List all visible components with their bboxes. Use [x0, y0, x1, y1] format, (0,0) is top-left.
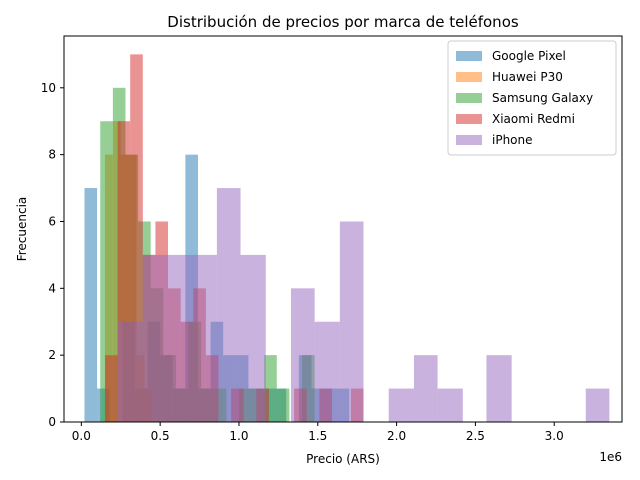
histogram-bar [290, 288, 315, 422]
legend-label: iPhone [492, 133, 533, 147]
legend-label: Xiaomi Redmi [492, 112, 575, 126]
histogram-bar [84, 188, 98, 422]
histogram-bar [486, 355, 512, 422]
histogram-bar [216, 188, 241, 422]
legend-label: Huawei P30 [492, 70, 563, 84]
histogram-bar [191, 254, 217, 422]
histogram-bar [240, 254, 266, 422]
histogram-bar [437, 388, 463, 422]
legend: Google Pixel Huawei P30 Samsung Galaxy Xiao… [447, 40, 617, 156]
legend-box [447, 40, 617, 156]
histogram-bar [100, 121, 113, 422]
legend-item-google-pixel: Google Pixel [456, 49, 566, 63]
histogram-bar [585, 388, 610, 422]
y-tick-label: 10 [41, 81, 56, 95]
x-axis-label: Precio (ARS) [306, 452, 380, 466]
x-tick-label: 1.5 [308, 429, 327, 443]
legend-label: Google Pixel [492, 49, 566, 63]
histogram-bar [168, 254, 192, 422]
histogram-bar [388, 388, 414, 422]
x-tick-label: 3.0 [545, 429, 564, 443]
legend-item-huawei-p30: Huawei P30 [456, 70, 563, 84]
x-tick-label: 1.0 [229, 429, 248, 443]
x-tick-label: 0.5 [151, 429, 170, 443]
y-tick-label: 2 [48, 348, 56, 362]
legend-item-samsung-galaxy: Samsung Galaxy [456, 91, 593, 105]
x-axis-offset-label: 1e6 [599, 450, 622, 464]
x-tick-label: 2.5 [466, 429, 485, 443]
x-tick-label: 2.0 [387, 429, 406, 443]
legend-swatch [456, 135, 482, 145]
x-axis: 0.0 0.5 1.0 1.5 2.0 2.5 3.0 [72, 422, 564, 443]
histogram-bar [314, 321, 340, 422]
legend-swatch [456, 93, 482, 103]
chart-title: Distribución de precios por marca de tel… [167, 13, 519, 31]
histogram-bar [339, 221, 364, 422]
legend-swatch [456, 72, 482, 82]
legend-item-iphone: iPhone [456, 133, 533, 147]
y-tick-label: 4 [48, 281, 56, 295]
histogram-bar [142, 254, 169, 422]
x-tick-label: 0.0 [72, 429, 91, 443]
legend-item-xiaomi-redmi: Xiaomi Redmi [456, 112, 575, 126]
y-tick-label: 6 [48, 214, 56, 228]
y-tick-label: 8 [48, 148, 56, 162]
legend-swatch [456, 114, 482, 124]
series-iphone [117, 188, 610, 422]
bars-layer [84, 54, 610, 423]
histogram-bar [276, 388, 290, 422]
y-axis: 0 2 4 6 8 10 [41, 81, 64, 429]
plot-frame [63, 35, 623, 423]
legend-swatch [456, 51, 482, 61]
y-tick-label: 0 [48, 415, 56, 429]
legend-label: Samsung Galaxy [492, 91, 593, 105]
y-axis-label: Frecuencia [15, 197, 29, 262]
histogram-bar [413, 355, 438, 422]
histogram-bar [117, 321, 143, 422]
histogram-bar [104, 355, 118, 422]
